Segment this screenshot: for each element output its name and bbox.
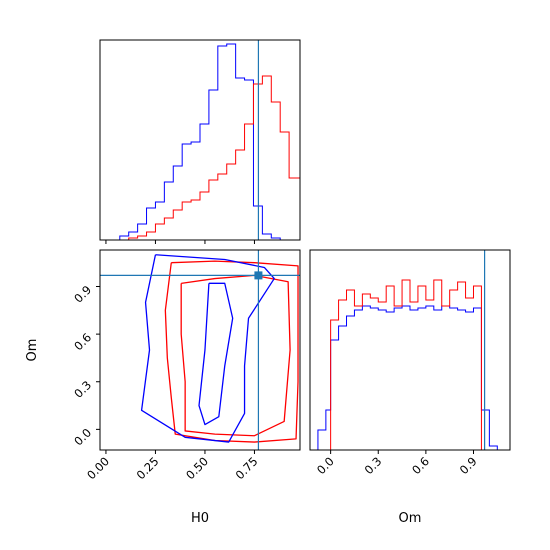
contour-frame (99, 249, 301, 451)
contour-ylabel: Om (25, 339, 40, 362)
om-xtick-label-0: 0.0 (314, 454, 337, 477)
contour-line-0-0 (164, 260, 299, 443)
contour-ytick-label-3: 0.9 (71, 283, 94, 306)
h0-histogram-step-0 (119, 43, 300, 240)
om-histogram-frame (309, 249, 511, 451)
om-histogram-step-0 (310, 305, 510, 450)
contour-xlabel: H0 (191, 511, 209, 526)
om-histogram-group (310, 250, 510, 450)
contour-xtick-label-1: 0.25 (134, 454, 162, 482)
contour-ytick-label-0: 0.0 (71, 426, 94, 449)
contour-xtick-label-3: 0.75 (233, 454, 261, 482)
contour-group (100, 250, 300, 450)
contour-line-1-1 (198, 282, 234, 426)
contour-line-1-0 (140, 254, 275, 443)
contour-xtick-label-0: 0.00 (84, 454, 112, 482)
contour-ytick-label-2: 0.6 (71, 330, 94, 353)
om-xlabel: Om (399, 511, 422, 526)
om-xtick-label-1: 0.3 (362, 454, 385, 477)
om-xtick-label-3: 0.9 (457, 454, 480, 477)
om-xtick-label-2: 0.6 (409, 454, 432, 477)
contour-line-0-1 (180, 274, 291, 437)
contour-ytick-label-1: 0.3 (71, 378, 94, 401)
om-histogram-step-1 (310, 279, 510, 450)
contour-xtick-label-2: 0.50 (183, 454, 211, 482)
h0-histogram-frame (99, 39, 301, 241)
h0-histogram-group (119, 40, 300, 240)
h0-histogram-step-1 (119, 75, 300, 240)
contour-truth-marker (254, 271, 263, 280)
